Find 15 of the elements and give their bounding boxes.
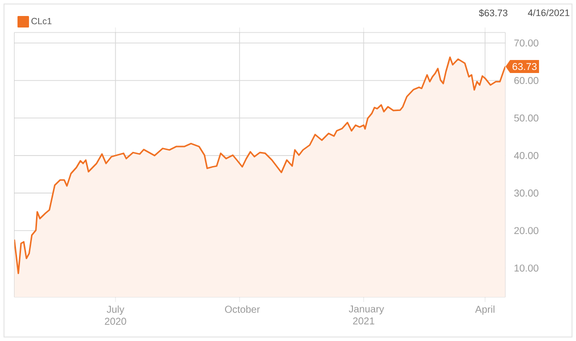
x-tick-label: January 2021 [348, 306, 384, 324]
text: $63.73 [478, 9, 508, 17]
annotation: 63.73 [512, 63, 537, 70]
y-tick-label: 10.00 [514, 264, 538, 272]
y-tick-label: 50.00 [514, 114, 538, 122]
legend-label: CLc1 [31, 18, 52, 24]
x-tick-label: July 2020 [104, 306, 126, 325]
y-tick-label: 30.00 [514, 190, 538, 197]
y-tick-label: 20.00 [514, 227, 538, 234]
x-tick-label: October [225, 306, 260, 313]
y-tick-label: 60.00 [514, 76, 538, 84]
x-tick-label: April [475, 306, 494, 315]
y-tick-label: 40.00 [514, 152, 538, 160]
y-tick-label: 70.00 [514, 39, 538, 47]
text: 4/16/2021 [528, 9, 570, 16]
